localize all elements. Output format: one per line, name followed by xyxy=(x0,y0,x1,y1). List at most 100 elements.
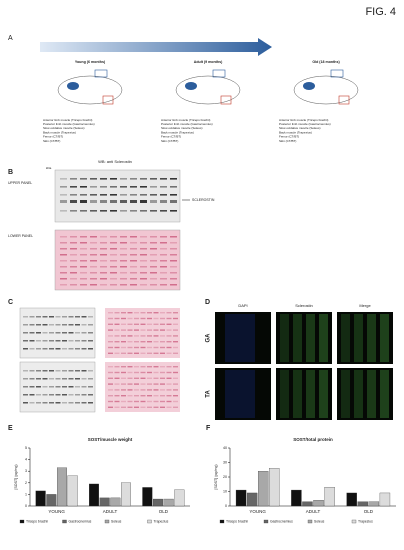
blot-band xyxy=(121,406,126,408)
blot-band xyxy=(173,371,178,374)
blot-band xyxy=(68,332,74,334)
blot-band xyxy=(49,402,54,404)
blot-band xyxy=(160,194,167,196)
blot-band xyxy=(36,348,41,350)
blot-band xyxy=(134,395,139,397)
blot-band xyxy=(62,348,67,350)
blot-band xyxy=(110,242,117,244)
blot-band xyxy=(100,178,107,180)
blot-band xyxy=(29,386,35,388)
blot-band xyxy=(29,316,35,318)
blot-band xyxy=(108,406,113,408)
legend-label: Trapezius xyxy=(154,519,169,523)
blot-band xyxy=(166,371,172,374)
kda-label: kDa xyxy=(46,166,52,170)
blot-band xyxy=(70,254,77,256)
blot-band xyxy=(173,323,178,325)
panel-label: B xyxy=(8,169,13,176)
blot-band xyxy=(42,316,48,318)
blot-band xyxy=(130,278,137,280)
blot-band xyxy=(153,312,159,314)
legend-label: Triceps brachii xyxy=(26,519,48,523)
legend-swatch xyxy=(263,519,269,524)
blot-band xyxy=(121,395,126,397)
blot-band xyxy=(153,406,159,408)
x-tick-label: ADULT xyxy=(103,509,118,514)
blot-band xyxy=(127,312,133,314)
blot-band xyxy=(55,402,61,404)
legend-label: Triceps brachii xyxy=(226,519,248,523)
bar xyxy=(302,501,313,507)
blot-band xyxy=(120,242,127,244)
muscle-icon xyxy=(185,82,197,90)
blot-band xyxy=(140,341,146,343)
blot-band xyxy=(23,324,28,326)
blot-band xyxy=(130,254,137,256)
bar xyxy=(67,475,78,507)
blot-band xyxy=(68,316,74,318)
bar xyxy=(110,497,121,507)
blot-band xyxy=(88,394,93,396)
blot-band xyxy=(81,348,87,350)
blot-band xyxy=(120,254,127,256)
blot-band xyxy=(170,254,177,256)
blot-band xyxy=(173,352,178,354)
blot-band xyxy=(130,178,137,180)
blot-band xyxy=(134,352,139,354)
blot-band xyxy=(166,312,172,314)
blot-band xyxy=(130,266,137,268)
blot-band xyxy=(68,394,74,396)
blot-title: WB: anti Sclerostin xyxy=(98,159,132,164)
blot-band xyxy=(121,389,126,391)
blot-band xyxy=(114,395,120,397)
blot-band xyxy=(80,272,87,274)
blot-band xyxy=(120,194,127,196)
blot-band xyxy=(114,346,120,349)
blot-band xyxy=(81,340,87,342)
legend-swatch xyxy=(351,519,357,524)
blot-band xyxy=(150,254,157,256)
blot-band xyxy=(90,266,97,268)
muscle-item: Back muscle (Trapezius) xyxy=(43,130,76,134)
blot-band xyxy=(60,260,67,262)
blot-band xyxy=(160,389,165,391)
blot-band xyxy=(160,335,165,337)
panel-label: F xyxy=(206,425,211,432)
blot-band xyxy=(140,254,147,256)
fiber xyxy=(225,370,255,418)
blot-upper xyxy=(54,169,181,223)
blot-band xyxy=(173,406,178,408)
blot-band xyxy=(110,194,117,196)
blot-band xyxy=(134,400,139,403)
blot-band xyxy=(62,340,67,342)
blot-band xyxy=(42,332,48,334)
blot-band xyxy=(140,248,147,250)
blot-band xyxy=(127,341,133,343)
mouse-body xyxy=(57,75,123,105)
column-label: DAPI xyxy=(238,303,247,308)
blot-band xyxy=(23,340,28,342)
blot-band xyxy=(127,383,133,385)
blot-band xyxy=(23,316,28,318)
muscle-box xyxy=(94,69,108,78)
blot-band xyxy=(160,329,165,331)
blot-band xyxy=(100,248,107,250)
blot-band xyxy=(114,383,120,385)
blot-band xyxy=(160,352,165,354)
blot-band xyxy=(134,346,139,349)
blot-band xyxy=(108,377,113,379)
blot-band xyxy=(147,335,152,337)
blot-band xyxy=(160,371,165,374)
column-label: Merge xyxy=(359,303,371,308)
blot-band xyxy=(114,323,120,325)
blot-band xyxy=(90,284,97,286)
blot-band xyxy=(68,348,74,350)
group-title: Adult (9 months) xyxy=(194,60,223,64)
bar xyxy=(163,498,174,507)
bar xyxy=(357,501,368,507)
blot-band xyxy=(80,254,87,256)
fiber xyxy=(306,314,315,362)
blot-band xyxy=(42,340,48,342)
blot-band xyxy=(121,346,126,349)
blot-band xyxy=(114,400,120,403)
